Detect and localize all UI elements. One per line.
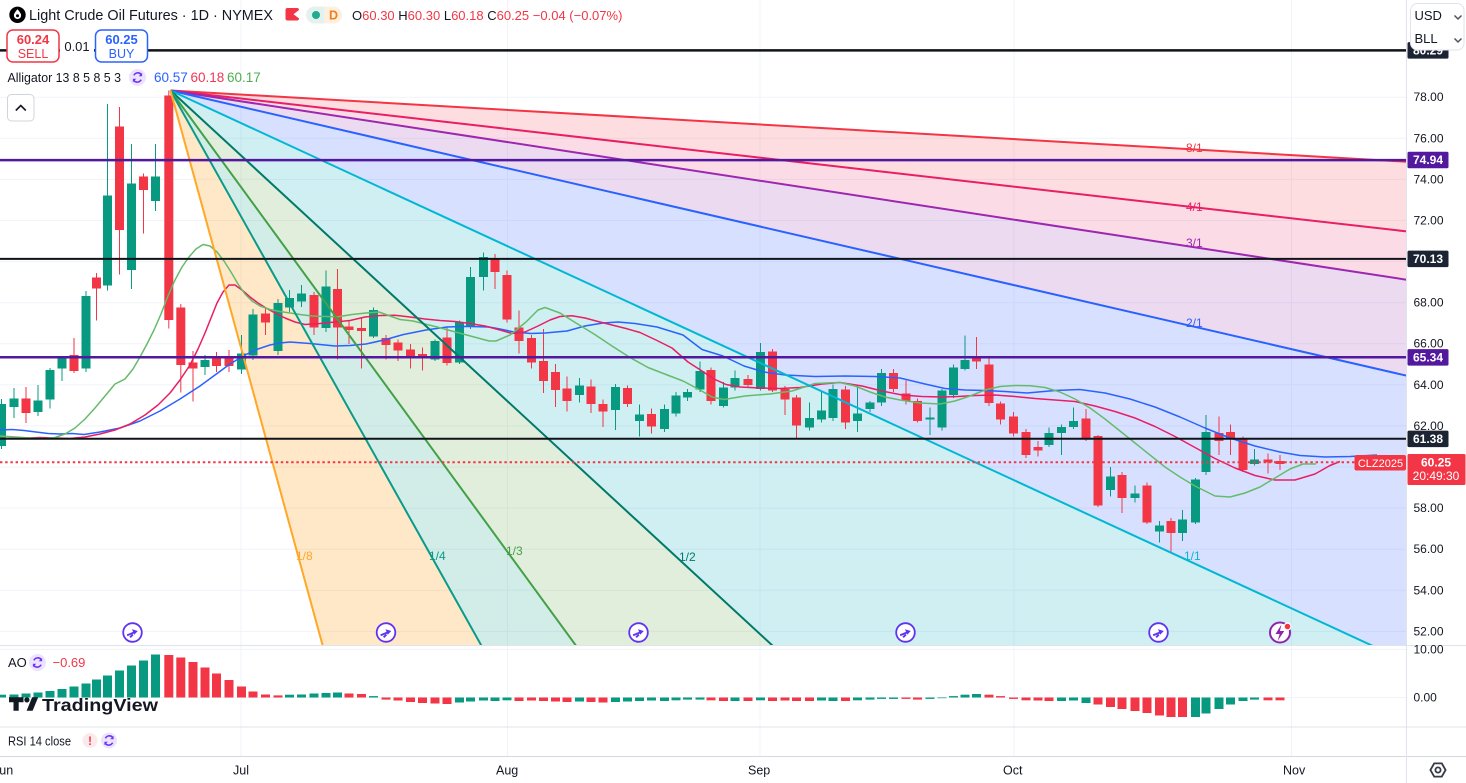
svg-text:54.00: 54.00 — [1414, 583, 1444, 597]
svg-text:D: D — [329, 9, 338, 23]
svg-text:66.00: 66.00 — [1414, 337, 1444, 351]
svg-text:0.01: 0.01 — [64, 39, 89, 54]
svg-text:1/2: 1/2 — [679, 550, 696, 564]
svg-text:Oct: Oct — [1003, 764, 1023, 778]
svg-text:Alligator 13 8 5 8 5 3: Alligator 13 8 5 8 5 3 — [8, 70, 122, 85]
svg-text:0.00: 0.00 — [1414, 691, 1438, 705]
svg-text:74.00: 74.00 — [1414, 172, 1444, 186]
svg-text:Jun: Jun — [0, 764, 13, 778]
svg-text:70.13: 70.13 — [1413, 252, 1443, 266]
svg-text:68.00: 68.00 — [1414, 296, 1444, 310]
svg-text:BLL: BLL — [1415, 31, 1438, 46]
svg-text:Sep: Sep — [748, 764, 770, 778]
svg-text:60.17: 60.17 — [227, 70, 261, 85]
svg-text:AO: AO — [8, 655, 27, 670]
svg-text:62.00: 62.00 — [1414, 419, 1444, 433]
svg-text:10.00: 10.00 — [1414, 642, 1444, 656]
svg-text:Aug: Aug — [496, 764, 518, 778]
svg-text:1/8: 1/8 — [296, 549, 313, 563]
svg-text:60.57: 60.57 — [154, 70, 188, 85]
svg-text:65.34: 65.34 — [1413, 350, 1443, 364]
svg-text:20:49:30: 20:49:30 — [1413, 469, 1460, 483]
svg-text:SELL: SELL — [18, 47, 49, 61]
svg-text:60.24: 60.24 — [17, 32, 50, 47]
svg-text:CLZ2025: CLZ2025 — [1358, 458, 1403, 470]
svg-text:74.94: 74.94 — [1413, 153, 1443, 167]
svg-text:−0.69: −0.69 — [53, 655, 86, 670]
svg-text:58.00: 58.00 — [1414, 501, 1444, 515]
svg-text:TradingView: TradingView — [42, 695, 158, 715]
svg-text:52.00: 52.00 — [1414, 624, 1444, 638]
svg-text:60.25: 60.25 — [1421, 456, 1451, 470]
svg-text:Jul: Jul — [233, 764, 249, 778]
svg-text:Nov: Nov — [1283, 764, 1306, 778]
svg-text:60.18: 60.18 — [191, 70, 225, 85]
svg-text:8/1: 8/1 — [1186, 141, 1203, 155]
svg-text:1/1: 1/1 — [1184, 549, 1201, 563]
svg-text:60.25: 60.25 — [105, 32, 138, 47]
svg-text:72.00: 72.00 — [1414, 214, 1444, 228]
svg-text:1/4: 1/4 — [429, 549, 446, 563]
svg-text:1/3: 1/3 — [506, 544, 523, 558]
svg-text:RSI 14 close: RSI 14 close — [8, 734, 71, 749]
svg-text:!: ! — [88, 736, 92, 748]
svg-text:61.38: 61.38 — [1413, 432, 1443, 446]
svg-text:78.00: 78.00 — [1414, 90, 1444, 104]
svg-text:64.00: 64.00 — [1414, 378, 1444, 392]
svg-text:56.00: 56.00 — [1414, 542, 1444, 556]
svg-text:BUY: BUY — [109, 47, 135, 61]
svg-text:O60.30 H60.30 L60.18 C60.25 −0: O60.30 H60.30 L60.18 C60.25 −0.04 (−0.07… — [352, 8, 622, 23]
svg-text:3/1: 3/1 — [1186, 236, 1203, 250]
svg-text:USD: USD — [1415, 8, 1442, 23]
svg-text:4/1: 4/1 — [1186, 200, 1203, 214]
svg-text:2/1: 2/1 — [1186, 316, 1203, 330]
svg-text:Light Crude Oil Futures · 1D ·: Light Crude Oil Futures · 1D · NYMEX — [29, 8, 273, 24]
svg-text:76.00: 76.00 — [1414, 131, 1444, 145]
